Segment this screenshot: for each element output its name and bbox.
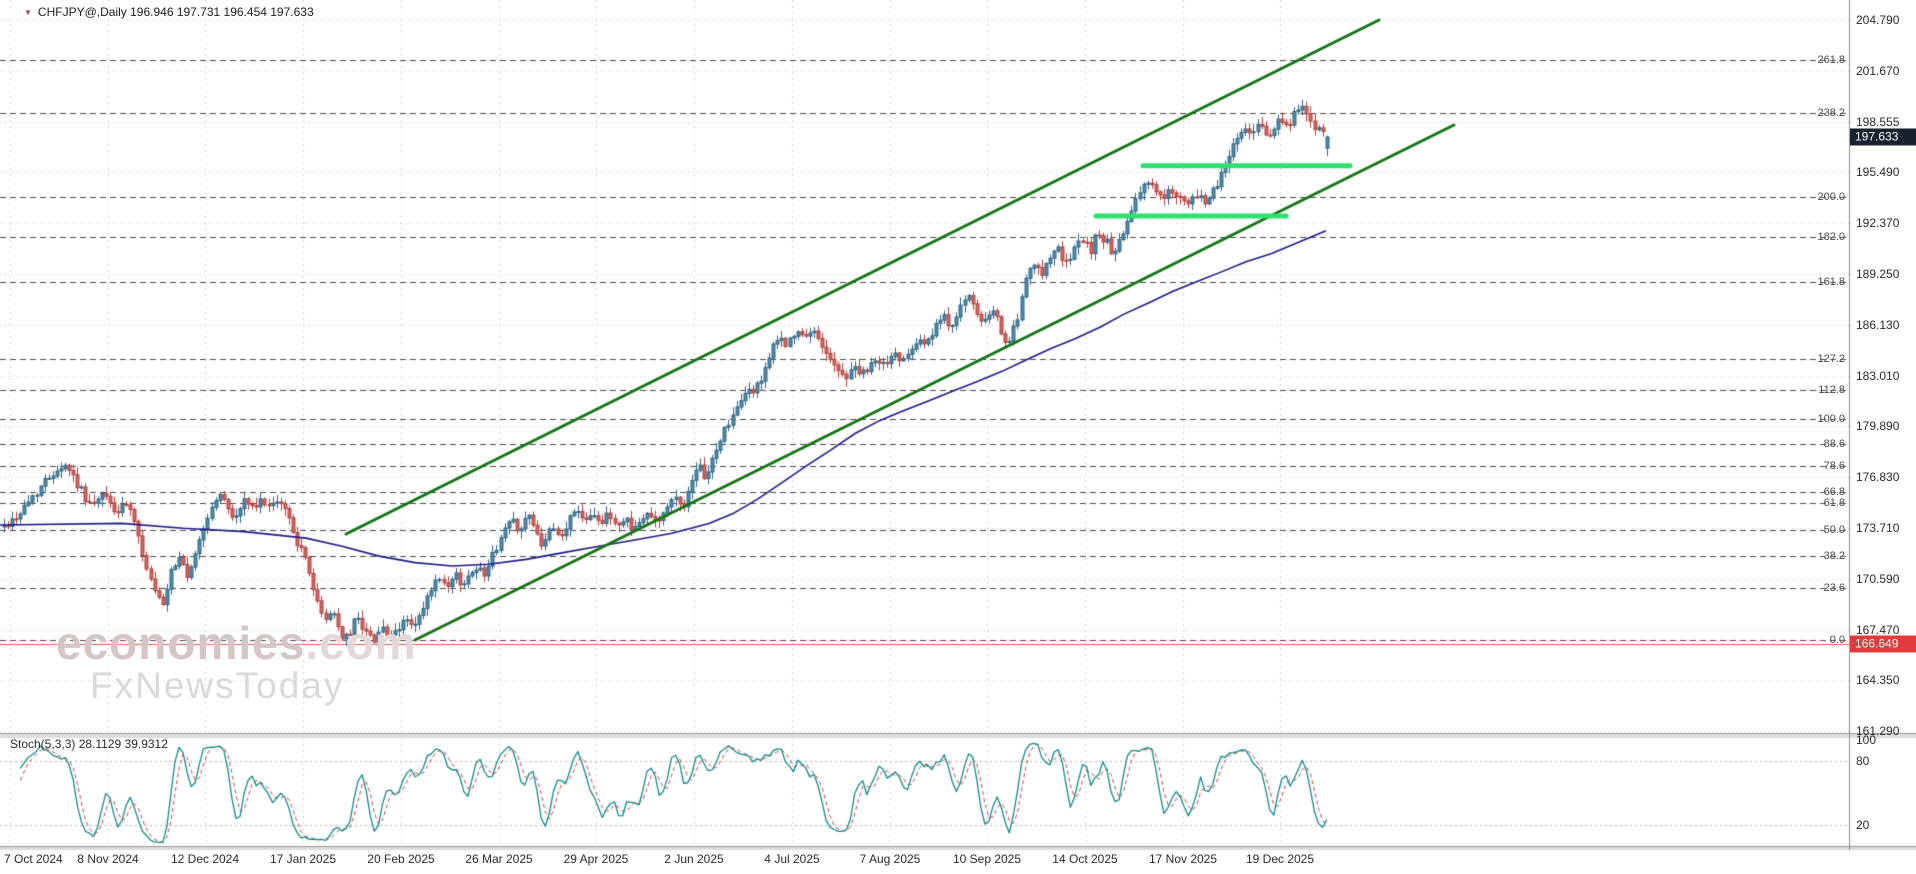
- trading-chart-window: ▼ CHFJPY@,Daily 196.946 197.731 196.454 1…: [0, 0, 1916, 874]
- chart-canvas[interactable]: [0, 0, 1916, 874]
